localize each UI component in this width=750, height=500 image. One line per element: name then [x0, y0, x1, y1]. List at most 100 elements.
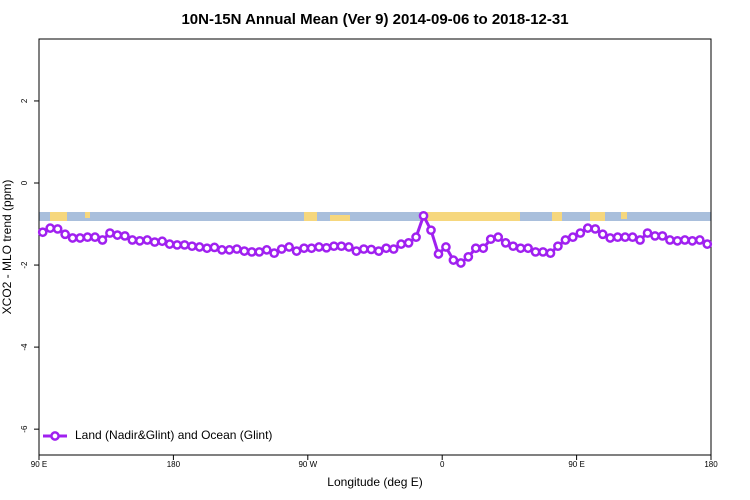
data-point [246, 247, 257, 257]
data-point [75, 233, 85, 243]
data-point [284, 242, 294, 252]
data-point [702, 239, 713, 249]
data-point [366, 244, 377, 255]
data-point [538, 247, 548, 257]
data-point [321, 242, 332, 253]
data-point [239, 246, 250, 256]
data-point [105, 228, 115, 238]
x-tick-label: 90 E [568, 460, 584, 469]
data-point [642, 228, 653, 238]
data-point [597, 229, 608, 240]
data-point [590, 224, 601, 234]
data-point [112, 230, 123, 240]
x-tick-label: 0 [440, 460, 445, 469]
data-point [694, 235, 705, 245]
y-tick-label: 2 [20, 98, 29, 103]
chart-title: 10N-15N Annual Mean (Ver 9) 2014-09-06 t… [181, 11, 568, 28]
y-tick-label: -4 [20, 343, 29, 351]
data-point [172, 240, 182, 250]
x-tick-label: 180 [704, 460, 718, 469]
data-point [411, 232, 421, 243]
data-point [82, 232, 93, 243]
data-point [276, 244, 287, 254]
data-point [441, 242, 451, 252]
data-point [194, 242, 205, 252]
data-point [314, 242, 324, 252]
y-tick-label: -2 [20, 261, 29, 269]
x-tick-label: 180 [167, 460, 181, 469]
data-point [493, 232, 504, 243]
data-point [37, 227, 48, 238]
y-tick-label: -6 [20, 425, 29, 433]
data-point [120, 231, 130, 241]
data-point [217, 245, 227, 255]
data-point [232, 244, 242, 254]
data-point [553, 241, 563, 252]
data-point [164, 239, 175, 249]
x-axis-label: Longitude (deg E) [327, 475, 422, 489]
data-point [456, 258, 466, 268]
data-point [470, 243, 481, 254]
data-point [142, 235, 153, 245]
data-point [568, 232, 578, 243]
data-point [351, 246, 362, 256]
data-point [381, 243, 392, 254]
data-point [291, 246, 302, 256]
data-point [60, 229, 70, 240]
data-point [67, 233, 78, 243]
data-point [149, 237, 160, 247]
data-point [680, 235, 690, 245]
data-point [620, 232, 630, 243]
data-point [306, 243, 317, 254]
data-point [97, 235, 108, 245]
data-point [433, 249, 444, 259]
data-point [485, 234, 496, 245]
data-point [523, 243, 533, 254]
data-point [52, 224, 63, 234]
data-point [254, 247, 265, 257]
data-point [396, 239, 406, 249]
data-point [344, 242, 354, 252]
data-point [187, 241, 197, 252]
data-point [605, 233, 616, 243]
data-point [515, 243, 526, 254]
data-point [90, 232, 100, 243]
data-point [478, 243, 489, 254]
data-point [627, 232, 638, 243]
data-point [329, 241, 339, 252]
data-point [448, 255, 459, 265]
x-tick-label: 90 E [31, 460, 47, 469]
data-point [202, 243, 212, 254]
data-point [45, 223, 56, 233]
data-point [127, 235, 138, 245]
data-point [650, 231, 660, 241]
y-axis-label: XCO2 - MLO trend (ppm) [0, 180, 14, 315]
y-tick-label: 0 [20, 180, 29, 185]
data-point [373, 246, 384, 256]
data-point [134, 235, 145, 246]
x-tick-label: 90 W [298, 460, 317, 469]
data-point [269, 248, 280, 259]
land-ocean-strip [39, 212, 711, 221]
data-point [336, 241, 347, 252]
data-point [426, 225, 436, 236]
data-point [388, 244, 399, 254]
data-point [179, 240, 190, 250]
legend-label: Land (Nadir&Glint) and Ocean (Glint) [75, 428, 272, 442]
data-point [299, 243, 309, 254]
data-point [508, 241, 518, 252]
data-point [358, 244, 369, 254]
data-point [403, 238, 414, 248]
data-point [500, 238, 511, 248]
data-point [261, 245, 272, 255]
data-point [687, 235, 698, 246]
legend-marker [50, 431, 60, 441]
data-point [575, 228, 586, 238]
data-point [209, 242, 220, 253]
data-point [530, 247, 541, 257]
data-point [672, 235, 683, 246]
data-point [224, 245, 235, 255]
data-point [612, 232, 623, 243]
data-point [657, 231, 668, 241]
data-point [418, 210, 429, 221]
